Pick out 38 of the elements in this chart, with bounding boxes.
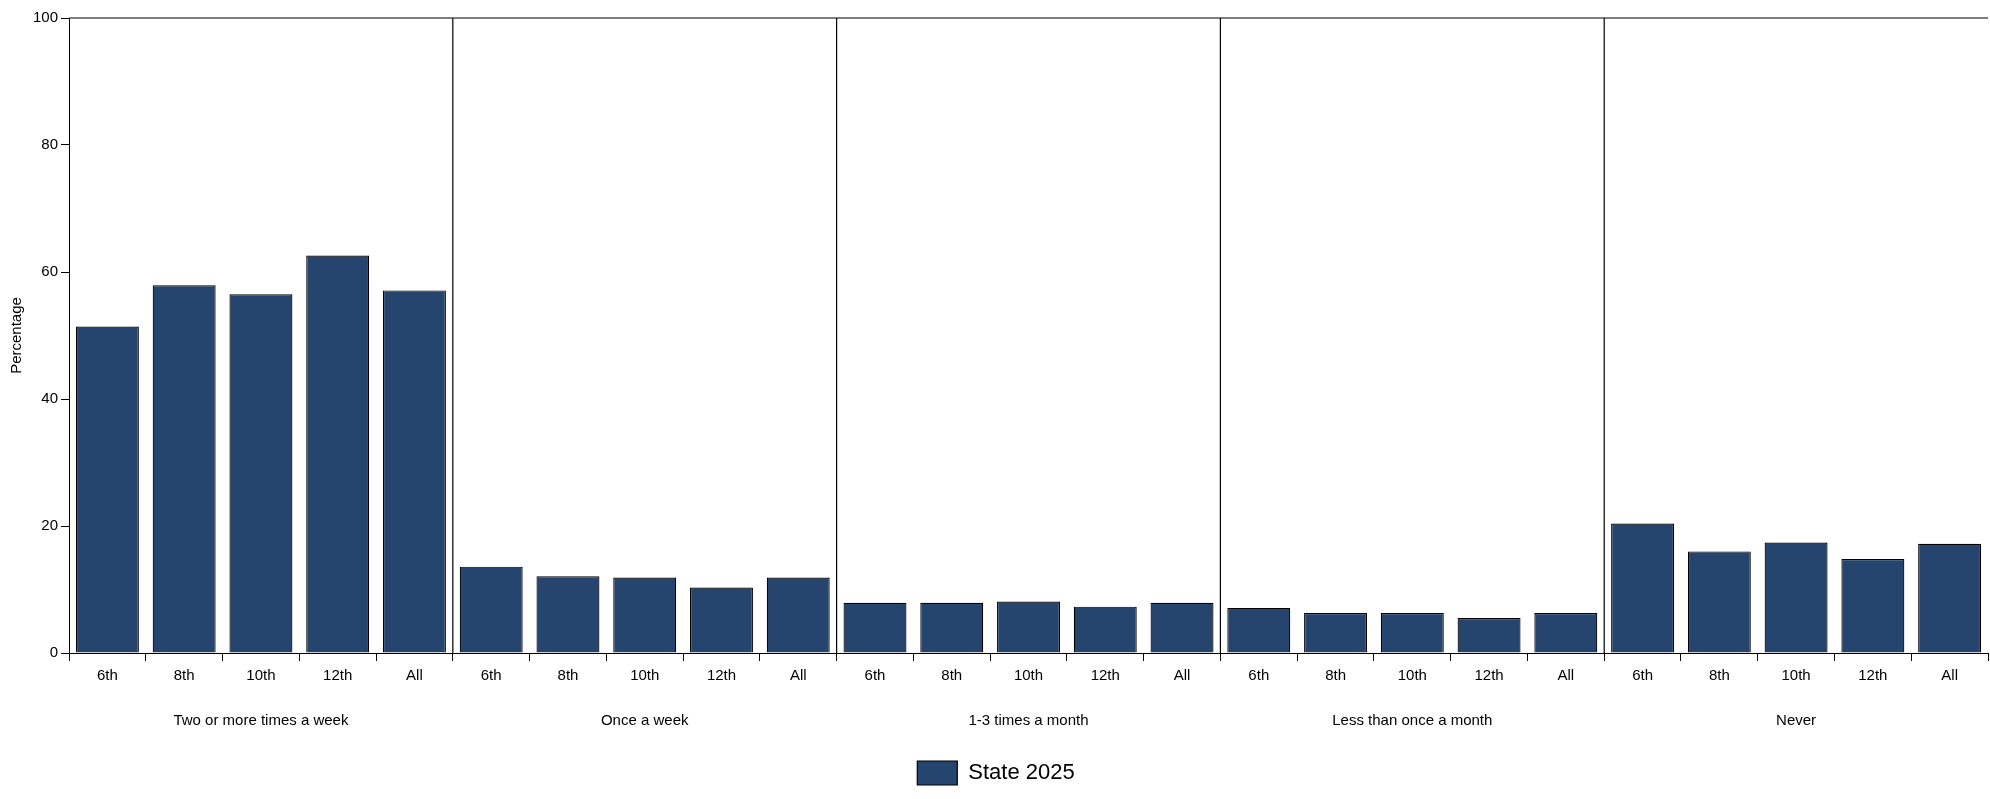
legend-label: State 2025: [968, 759, 1075, 785]
x-tick-label: 10th: [1397, 666, 1427, 684]
x-tick-label: 8th: [173, 666, 195, 684]
x-tick-label: 12th: [323, 666, 353, 684]
y-tick-label: 60: [41, 262, 59, 280]
x-tick-label: All: [789, 666, 807, 684]
x-tick-label: All: [1173, 666, 1191, 684]
x-tick-label: 6th: [864, 666, 886, 684]
x-tick-label: 12th: [1090, 666, 1120, 684]
x-tick-label: 12th: [706, 666, 737, 684]
y-tick-label: 80: [41, 135, 59, 153]
x-tick-label: 6th: [480, 666, 502, 684]
x-tick-label: 8th: [941, 666, 963, 684]
x-tick-label: 10th: [1013, 666, 1044, 684]
text: Less than once a month: [1332, 711, 1493, 729]
y-tick-label: 0: [49, 643, 59, 661]
text: Never: [1776, 711, 1817, 729]
y-tick-label: 40: [41, 389, 59, 407]
x-tick-label: 6th: [1248, 666, 1270, 684]
x-tick-label: 6th: [1632, 666, 1654, 684]
text: 1-3 times a month: [968, 711, 1089, 729]
x-tick-label: 12th: [1858, 666, 1888, 684]
x-tick-label: All: [1941, 666, 1958, 684]
x-tick-label: 10th: [1781, 666, 1811, 684]
text: Two or more times a week: [173, 711, 349, 729]
x-tick-label: 10th: [246, 666, 276, 684]
text: Once a week: [600, 711, 689, 729]
y-tick-label: 20: [41, 516, 59, 534]
x-tick-label: All: [406, 666, 423, 684]
x-tick-label: 8th: [1708, 666, 1730, 684]
x-tick-label: All: [1557, 666, 1575, 684]
x-tick-label: 8th: [1325, 666, 1346, 684]
x-tick-label: 8th: [557, 666, 579, 684]
x-tick-label: 6th: [96, 666, 118, 684]
x-tick-label: 10th: [630, 666, 660, 684]
y-axis-title: Percentage: [7, 297, 25, 374]
y-tick-label: 100: [33, 8, 59, 26]
x-tick-label: 12th: [1474, 666, 1504, 684]
